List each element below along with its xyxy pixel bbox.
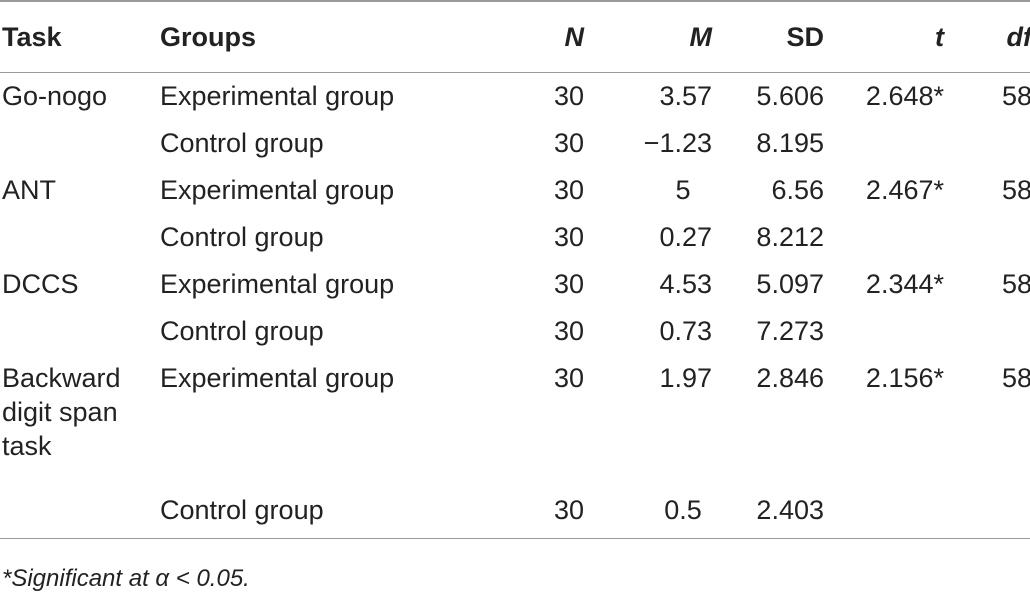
results-table: Task Groups N M SD t df Go-nogo Experime… bbox=[0, 1, 1030, 539]
header-row: Task Groups N M SD t df bbox=[0, 1, 1030, 73]
cell-task: DCCS bbox=[2, 269, 79, 299]
cell-task bbox=[0, 120, 160, 167]
cell-task bbox=[0, 214, 160, 261]
header-df: df bbox=[1006, 21, 1030, 52]
table-row: ANT Experimental group 30 5 6.56 2.467* … bbox=[0, 167, 1030, 214]
cell-n: 30 bbox=[553, 222, 584, 252]
cell-t: 2.156* bbox=[865, 363, 944, 393]
cell-sd: 2.846 bbox=[756, 363, 824, 393]
cell-m: 1.97 bbox=[659, 363, 712, 393]
cell-df: 58 bbox=[1001, 175, 1030, 205]
cell-m-value: 5 bbox=[675, 175, 691, 205]
cell-t bbox=[824, 120, 944, 167]
cell-df: 58 bbox=[1001, 269, 1030, 299]
table-row: Control group 30 −1.23 8.195 bbox=[0, 120, 1030, 167]
cell-t bbox=[824, 214, 944, 261]
cell-sd: 5.606 bbox=[756, 81, 824, 111]
cell-t: 2.648* bbox=[865, 81, 944, 111]
cell-df: 58 bbox=[1001, 81, 1030, 111]
table-row: Go-nogo Experimental group 30 3.57 5.606… bbox=[0, 73, 1030, 121]
cell-n: 30 bbox=[553, 495, 584, 525]
cell-n: 30 bbox=[553, 363, 584, 393]
cell-m: 0.5 bbox=[584, 493, 712, 539]
cell-sd: 2.403 bbox=[756, 495, 824, 525]
table-row: Backward digit span task Experimental gr… bbox=[0, 355, 1030, 493]
cell-group: Experimental group bbox=[160, 269, 395, 299]
cell-sd: 8.195 bbox=[756, 128, 824, 158]
cell-m-value: 0.5 bbox=[664, 495, 702, 525]
cell-t: 2.467* bbox=[865, 175, 944, 205]
cell-n: 30 bbox=[553, 128, 584, 158]
cell-m: 5 bbox=[584, 167, 712, 214]
cell-df bbox=[944, 308, 1030, 355]
table-footnote: *Significant at α < 0.05. bbox=[2, 565, 250, 592]
cell-t bbox=[824, 493, 944, 539]
cell-m: 4.53 bbox=[659, 269, 712, 299]
cell-group: Control group bbox=[160, 495, 324, 525]
cell-n: 30 bbox=[553, 316, 584, 346]
cell-sd: 6.56 bbox=[771, 175, 824, 205]
cell-sd: 5.097 bbox=[756, 269, 824, 299]
cell-task bbox=[0, 493, 160, 539]
table-row: Control group 30 0.27 8.212 bbox=[0, 214, 1030, 261]
cell-n: 30 bbox=[553, 175, 584, 205]
header-n: N bbox=[564, 21, 585, 52]
cell-group: Experimental group bbox=[160, 81, 395, 111]
header-t: t bbox=[935, 21, 944, 52]
cell-sd: 8.212 bbox=[756, 222, 824, 252]
cell-task: Backward digit span task bbox=[2, 363, 121, 461]
table-row: Control group 30 0.73 7.273 bbox=[0, 308, 1030, 355]
cell-n: 30 bbox=[553, 81, 584, 111]
table-row: Control group 30 0.5 2.403 bbox=[0, 493, 1030, 539]
cell-df bbox=[944, 493, 1030, 539]
cell-group: Experimental group bbox=[160, 363, 395, 393]
cell-group: Control group bbox=[160, 222, 324, 252]
cell-df bbox=[944, 120, 1030, 167]
cell-df bbox=[944, 214, 1030, 261]
cell-m: 0.27 bbox=[659, 222, 712, 252]
cell-t bbox=[824, 308, 944, 355]
cell-m: 0.73 bbox=[659, 316, 712, 346]
cell-t: 2.344* bbox=[865, 269, 944, 299]
cell-task: ANT bbox=[2, 175, 56, 205]
header-groups: Groups bbox=[160, 21, 257, 52]
table-row: DCCS Experimental group 30 4.53 5.097 2.… bbox=[0, 261, 1030, 308]
cell-task: Go-nogo bbox=[2, 81, 108, 111]
cell-n: 30 bbox=[553, 269, 584, 299]
cell-m: −1.23 bbox=[643, 128, 712, 158]
cell-group: Experimental group bbox=[160, 175, 395, 205]
header-task: Task bbox=[2, 21, 62, 52]
header-m: M bbox=[689, 21, 713, 52]
cell-task bbox=[0, 308, 160, 355]
cell-group: Control group bbox=[160, 316, 324, 346]
cell-group: Control group bbox=[160, 128, 324, 158]
header-sd: SD bbox=[786, 21, 824, 52]
cell-sd: 7.273 bbox=[756, 316, 824, 346]
cell-df: 58 bbox=[1001, 363, 1030, 393]
cell-m: 3.57 bbox=[659, 81, 712, 111]
